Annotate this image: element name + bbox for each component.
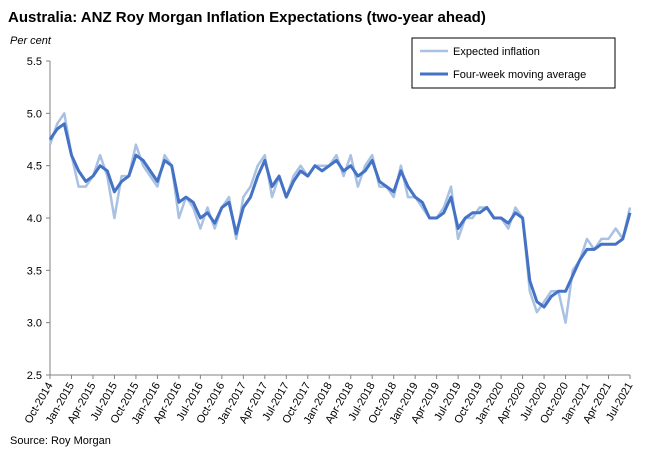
legend-label: Four-week moving average <box>453 69 586 81</box>
series-line <box>48 112 632 324</box>
y-tick-label: 5.5 <box>27 56 42 68</box>
series-line <box>48 122 632 309</box>
y-tick-label: 3.0 <box>27 318 42 330</box>
source: Source: Roy Morgan <box>10 435 111 447</box>
y-tick-label: 3.5 <box>27 265 42 277</box>
chart-title: Australia: ANZ Roy Morgan Inflation Expe… <box>8 9 486 26</box>
legend-box <box>411 37 616 89</box>
y-tick-label: 4.0 <box>27 213 42 225</box>
y-tick-label: 5.0 <box>27 108 42 120</box>
y-tick-label: 2.5 <box>27 370 42 382</box>
legend-label: Expected inflation <box>453 46 540 58</box>
y-axis-label: Per cent <box>10 35 52 47</box>
y-tick-label: 4.5 <box>27 161 42 173</box>
